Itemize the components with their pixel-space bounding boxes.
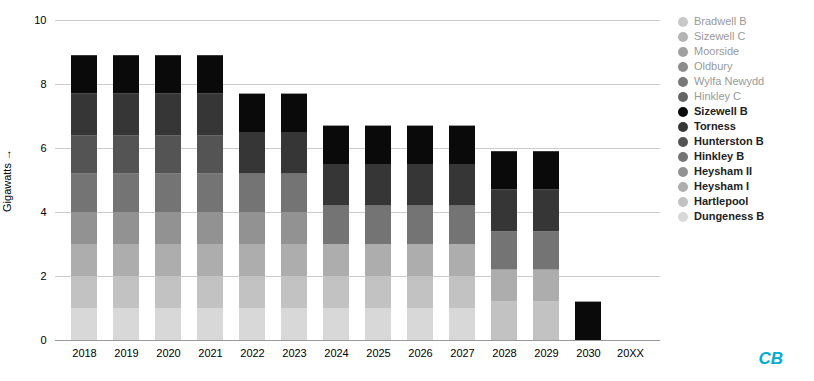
html-text:Heysham I: Heysham I [694,180,749,192]
html-text:Bradwell B: Bradwell B [694,15,747,27]
html-text:Hinkley B: Hinkley B [694,150,745,162]
html-text:Torness: Torness [694,120,736,132]
svg-text:8: 8 [40,78,46,90]
svg-text:2020: 2020 [156,347,180,359]
svg-text:2028: 2028 [492,347,516,359]
svg-text:2024: 2024 [324,347,348,359]
svg-text:Gigawatts →: Gigawatts → [1,149,13,212]
svg-text:2018: 2018 [72,347,96,359]
html-text:Sizewell C: Sizewell C [694,30,746,42]
html-text:Hunterston B: Hunterston B [694,135,764,147]
html-text:CB: CB [758,349,783,368]
svg-text:2: 2 [40,270,46,282]
html-text:Heysham II: Heysham II [694,165,753,177]
svg-text:2023: 2023 [282,347,306,359]
svg-text:2029: 2029 [534,347,558,359]
svg-text:10: 10 [34,14,46,26]
svg-text:2027: 2027 [450,347,474,359]
html-text:Hartlepool: Hartlepool [694,195,749,207]
svg-text:2030: 2030 [576,347,600,359]
svg-text:20XX: 20XX [617,347,645,359]
html-text:Hinkley C: Hinkley C [694,90,742,102]
svg-text:0: 0 [40,334,46,346]
html-text:Wylfa Newydd: Wylfa Newydd [694,75,765,87]
svg-text:4: 4 [40,206,46,218]
html-text:Dungeness B: Dungeness B [694,210,765,222]
html-text:Sizewell B: Sizewell B [694,105,748,117]
svg-text:2021: 2021 [198,347,222,359]
html-text:Oldbury: Oldbury [694,60,733,72]
svg-text:2026: 2026 [408,347,432,359]
html-text:Moorside: Moorside [694,45,740,57]
svg-text:6: 6 [40,142,46,154]
svg-text:2022: 2022 [240,347,264,359]
svg-text:2019: 2019 [114,347,138,359]
svg-text:2025: 2025 [366,347,390,359]
